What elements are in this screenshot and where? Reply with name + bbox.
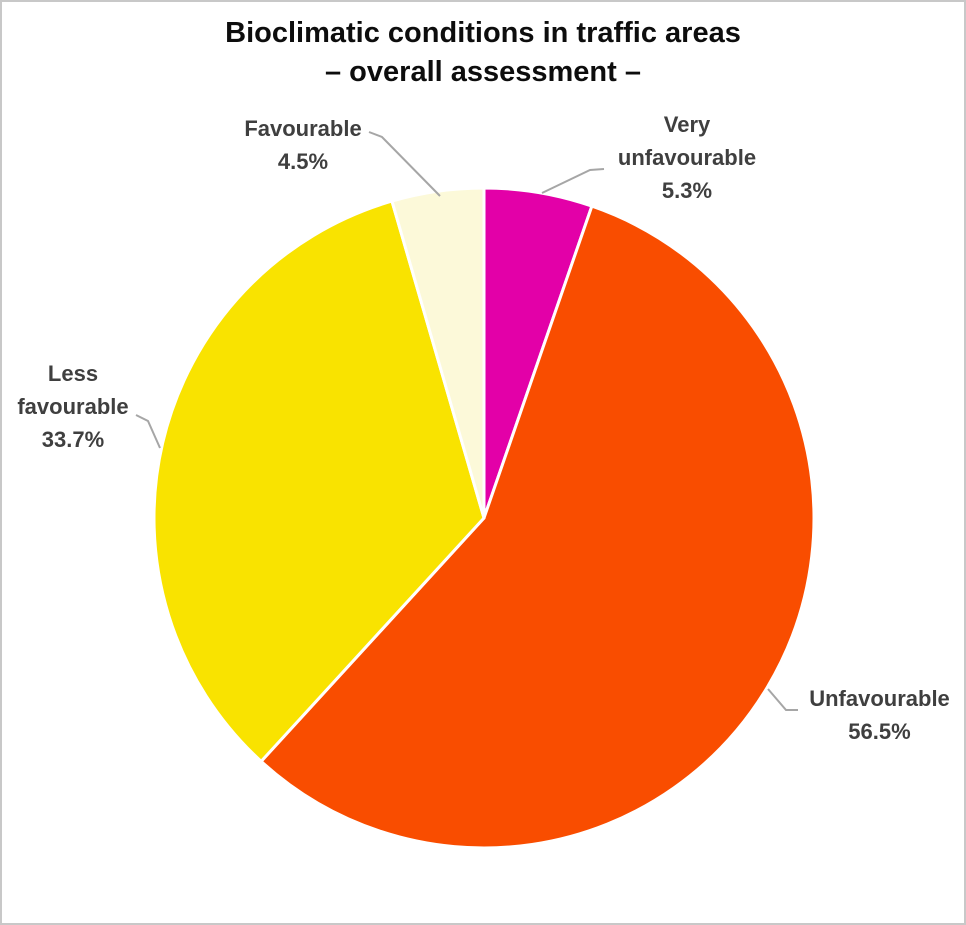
- leader-line-favourable: [368, 131, 441, 197]
- leader-line-unfavourable: [767, 688, 798, 711]
- data-label-percent: 4.5%: [277, 149, 329, 174]
- leader-lines-group: [135, 131, 798, 711]
- pie-slice-unfavourable: [259, 204, 816, 850]
- pie-slice-less-favourable: [152, 199, 486, 763]
- data-label-name: Favourable: [244, 116, 362, 141]
- data-label-very-unfavourable: Very unfavourable 5.3%: [594, 108, 780, 207]
- pie-slices-group: [152, 186, 816, 850]
- data-label-favourable: Favourable 4.5%: [223, 112, 383, 178]
- data-label-name: Unfavourable: [809, 686, 950, 711]
- data-label-percent: 33.7%: [41, 427, 105, 452]
- data-label-name: Very unfavourable: [617, 112, 757, 170]
- chart-subtitle: – overall assessment –: [325, 56, 641, 88]
- chart-title-block: Bioclimatic conditions in traffic areas …: [2, 14, 964, 92]
- leader-line-less-favourable: [135, 414, 161, 449]
- data-label-name: Less favourable: [17, 361, 129, 419]
- data-label-unfavourable: Unfavourable 56.5%: [792, 682, 964, 748]
- data-label-percent: 56.5%: [848, 719, 911, 744]
- chart-title: Bioclimatic conditions in traffic areas: [225, 17, 741, 49]
- pie-slice-favourable: [390, 186, 486, 520]
- data-label-percent: 5.3%: [661, 178, 713, 203]
- leader-line-very-unfavourable: [541, 168, 605, 194]
- data-label-less-favourable: Less favourable 33.7%: [2, 357, 144, 456]
